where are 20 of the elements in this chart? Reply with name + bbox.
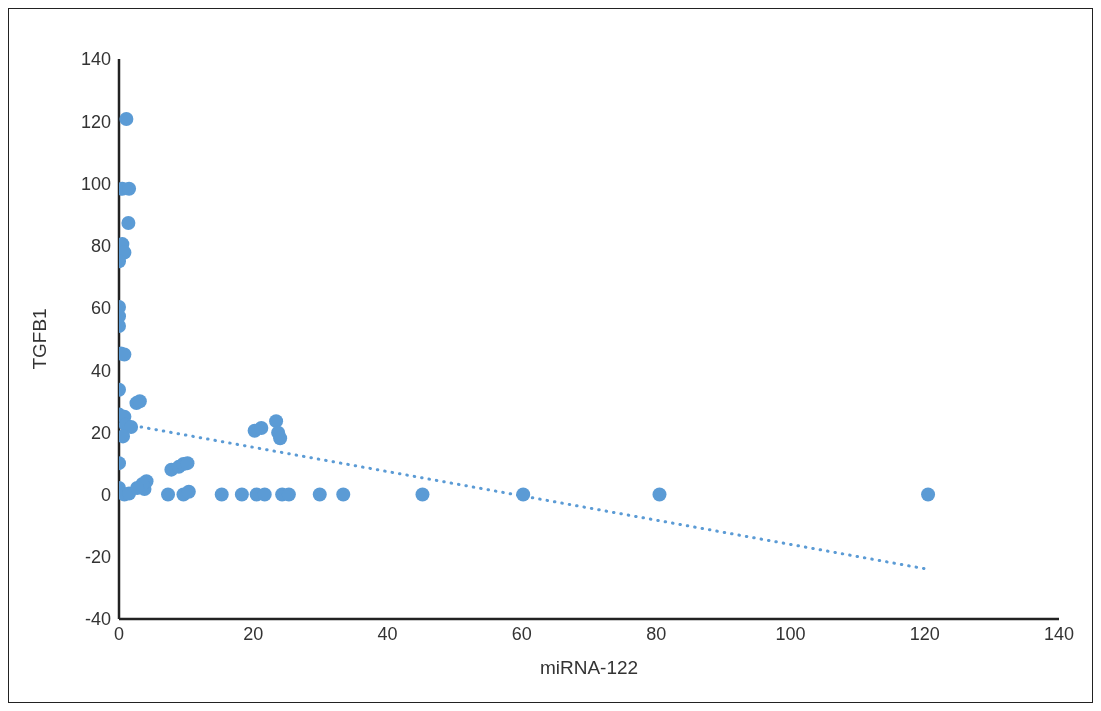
y-tick-label: -40 bbox=[84, 609, 111, 630]
x-tick-label: 40 bbox=[377, 623, 398, 644]
y-tick-label: 100 bbox=[80, 173, 111, 194]
x-axis-title: miRNA-122 bbox=[539, 657, 639, 678]
x-tick-label: 60 bbox=[511, 623, 532, 644]
x-tick-label: 20 bbox=[243, 623, 264, 644]
y-tick-label: 120 bbox=[80, 111, 111, 132]
y-tick-label: 80 bbox=[90, 236, 111, 257]
x-tick-label: 140 bbox=[1043, 623, 1075, 644]
x-tick-label: 80 bbox=[646, 623, 667, 644]
y-axis-title: TGFB1 bbox=[28, 308, 50, 370]
y-tick-label: 20 bbox=[90, 422, 111, 443]
x-tick-label: 0 bbox=[113, 623, 125, 644]
y-tick-label: 60 bbox=[90, 298, 111, 319]
y-tick-label: -20 bbox=[84, 547, 111, 568]
y-tick-label: 140 bbox=[80, 49, 111, 70]
y-tick-label: 40 bbox=[90, 360, 111, 381]
x-tick-label: 120 bbox=[909, 623, 940, 644]
y-tick-label: 0 bbox=[100, 484, 111, 505]
x-tick-label: 100 bbox=[775, 623, 806, 644]
